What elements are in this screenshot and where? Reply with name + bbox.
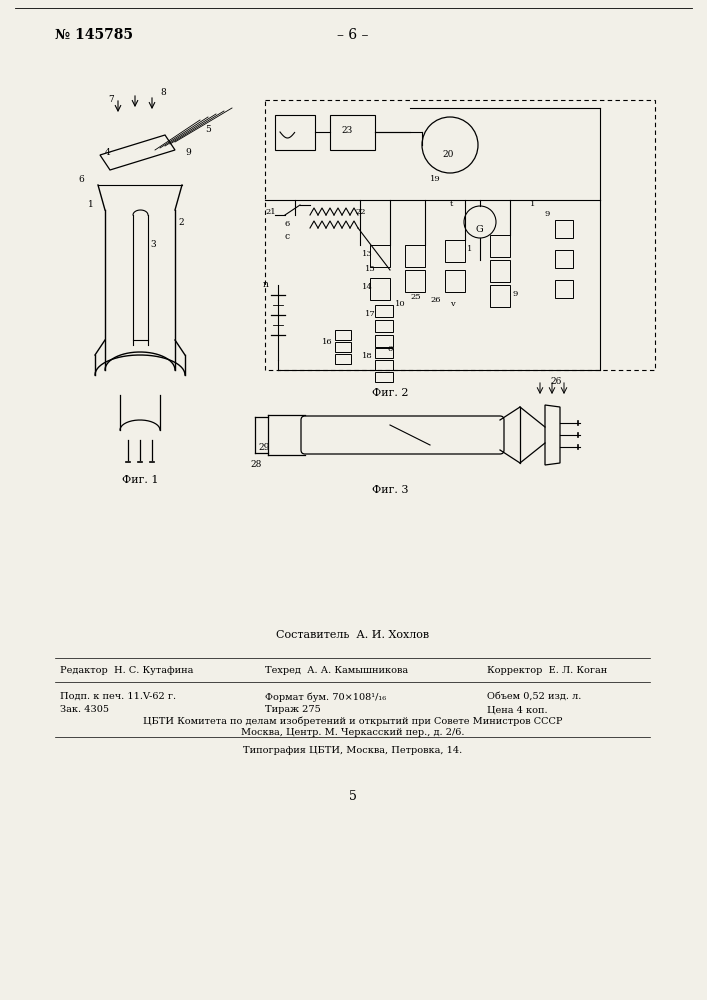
Bar [375,320,393,332]
Text: 25: 25 [410,293,421,301]
Text: 29: 29 [258,443,269,452]
Text: c: c [285,232,290,241]
Text: 9: 9 [185,148,191,157]
Text: 26: 26 [550,377,561,386]
Text: 20: 20 [442,150,453,159]
Text: 17: 17 [365,310,375,318]
Text: 4: 4 [105,148,111,157]
Text: № 145785: № 145785 [55,28,133,42]
Bar [405,245,425,267]
Text: 7: 7 [108,95,114,104]
Text: t: t [450,200,453,208]
Text: 2: 2 [178,218,184,227]
Text: Редактор  Н. С. Кутафина: Редактор Н. С. Кутафина [60,666,194,675]
Bar [445,270,465,292]
Text: Корректор  Е. Л. Коган: Корректор Е. Л. Коган [487,666,607,675]
Text: 5: 5 [205,125,211,134]
Text: 10: 10 [395,300,406,308]
Text: 6: 6 [78,175,83,184]
Bar [335,330,351,340]
Text: 8: 8 [160,88,166,97]
Bar [490,235,510,257]
Text: Тираж 275: Тираж 275 [265,705,321,714]
Bar [335,342,351,352]
Text: 6: 6 [388,345,393,353]
Text: 3: 3 [150,240,156,249]
Bar [445,240,465,262]
Bar [405,270,425,292]
Text: Цена 4 коп.: Цена 4 коп. [487,705,548,714]
Text: 1: 1 [530,200,535,208]
Bar [375,305,393,317]
Bar [265,100,655,370]
Text: ЦБТИ Комитета по делам изобретений и открытий при Совете Министров СССР: ЦБТИ Комитета по делам изобретений и отк… [144,717,563,726]
Bar [555,220,573,238]
Bar [335,354,351,364]
Bar [375,348,393,358]
Text: 9: 9 [545,210,550,218]
Bar [370,278,390,300]
Bar [375,360,393,370]
Text: 5: 5 [349,790,357,803]
Text: v: v [450,300,455,308]
Bar [330,115,375,150]
Bar [555,280,573,298]
Bar [370,245,390,267]
Text: Объем 0,52 изд. л.: Объем 0,52 изд. л. [487,692,581,701]
Text: 13: 13 [362,250,373,258]
Text: Фиг. 1: Фиг. 1 [122,475,158,485]
Text: 15: 15 [365,265,375,273]
Text: – 6 –: – 6 – [337,28,369,42]
Text: n: n [263,280,269,289]
Bar [375,335,393,347]
Text: 9: 9 [513,290,518,298]
Text: G: G [476,225,484,234]
Text: 28: 28 [250,460,262,469]
Text: 14: 14 [362,283,373,291]
Bar [275,115,315,150]
Text: Подп. к печ. 11.V-62 г.: Подп. к печ. 11.V-62 г. [60,692,176,701]
Text: 16: 16 [322,338,332,346]
Text: Фиг. 3: Фиг. 3 [372,485,408,495]
Text: 22: 22 [355,208,366,216]
Bar [490,260,510,282]
Text: 1: 1 [88,200,94,209]
Text: 23: 23 [341,126,353,135]
Text: Типография ЦБТИ, Москва, Петровка, 14.: Типография ЦБТИ, Москва, Петровка, 14. [243,746,462,755]
Bar [555,250,573,268]
Text: Фиг. 2: Фиг. 2 [372,388,408,398]
Bar [375,372,393,382]
Text: 21: 21 [265,208,276,216]
Text: Зак. 4305: Зак. 4305 [60,705,109,714]
Text: Техред  А. А. Камышникова: Техред А. А. Камышникова [265,666,408,675]
Text: 19: 19 [430,175,440,183]
Text: 1: 1 [467,245,472,253]
Text: 6: 6 [285,220,291,228]
Text: Формат бум. 70×108¹/₁₆: Формат бум. 70×108¹/₁₆ [265,692,386,702]
Bar [490,285,510,307]
Text: Составитель  А. И. Хохлов: Составитель А. И. Хохлов [276,630,430,640]
Text: 18: 18 [362,352,373,360]
Text: Москва, Центр. М. Черкасский пер., д. 2/6.: Москва, Центр. М. Черкасский пер., д. 2/… [241,728,464,737]
Text: 26: 26 [430,296,440,304]
